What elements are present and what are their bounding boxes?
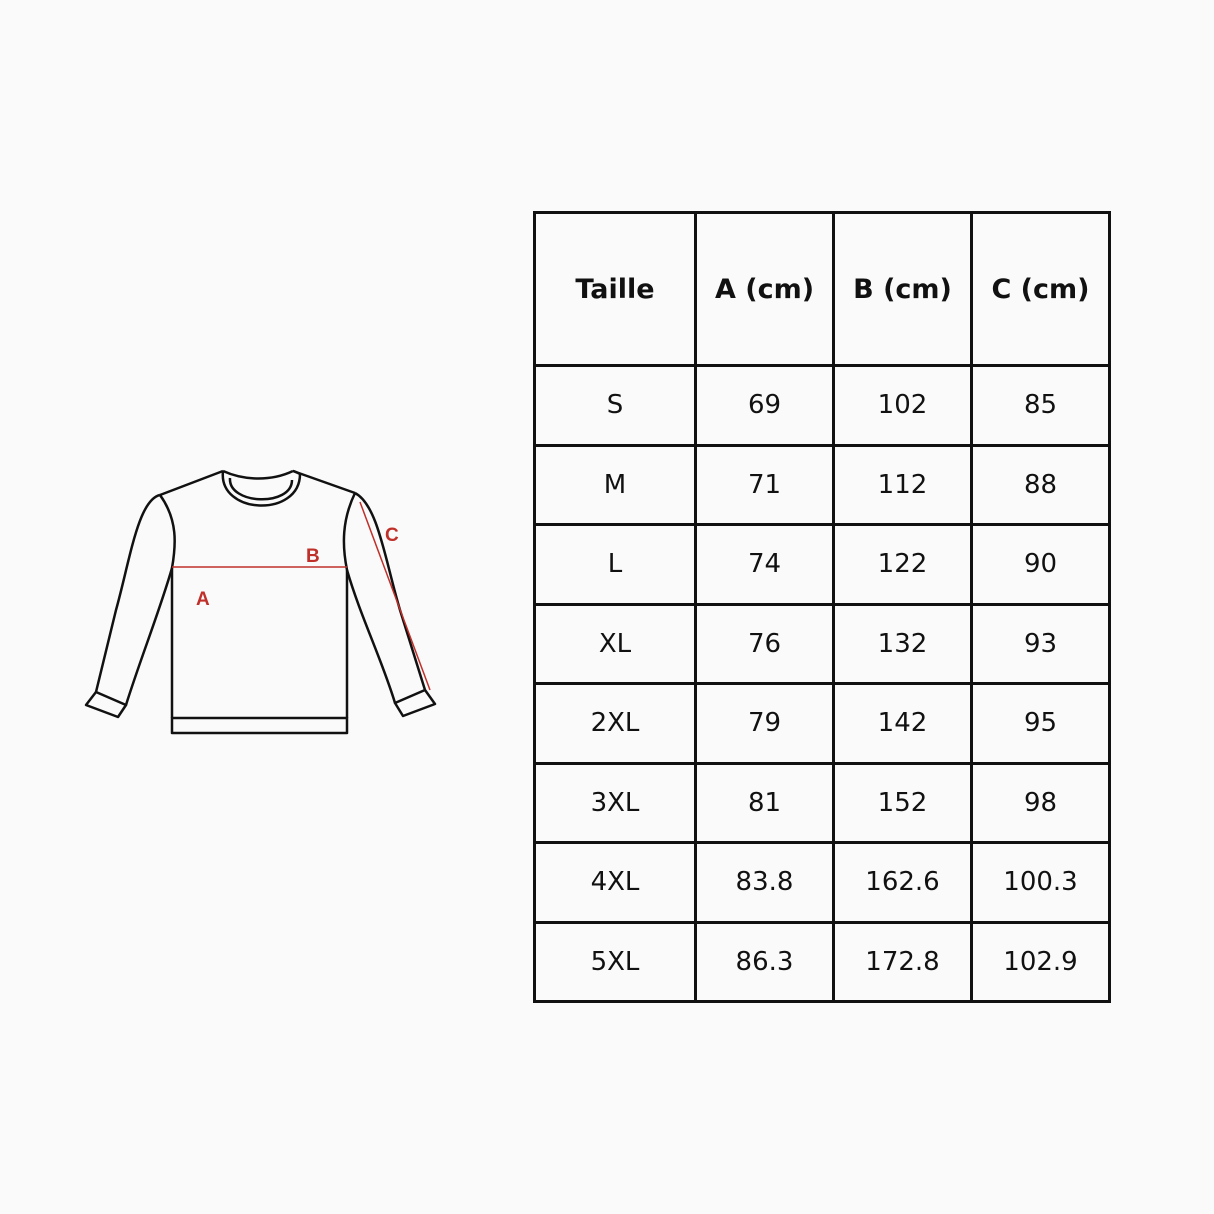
measure-cell: 122 [832,523,973,606]
sweater-diagram: A B C [84,469,437,735]
measure-cell: 132 [832,602,973,685]
measure-cell: 90 [970,523,1111,606]
table-row: S 69 102 85 [533,364,1111,447]
table-row: L 74 122 90 [533,523,1111,606]
measure-cell: 79 [694,682,835,765]
table-row: 5XL 86.3 172.8 102.9 [533,920,1111,1003]
measure-cell: 100.3 [970,841,1111,924]
size-cell: S [533,364,697,447]
measure-cell: 112 [832,443,973,526]
header-row: Taille A (cm) B (cm) C (cm) [533,211,1111,367]
measure-cell: 152 [832,761,973,844]
measure-cell: 98 [970,761,1111,844]
size-table: Taille A (cm) B (cm) C (cm) S 69 102 85 M 71 112 8… [533,211,1111,1003]
sweater-outline [84,469,437,735]
size-cell: M [533,443,697,526]
measure-cell: 102.9 [970,920,1111,1003]
measure-cell: 83.8 [694,841,835,924]
measure-cell: 86.3 [694,920,835,1003]
measure-cell: 93 [970,602,1111,685]
measure-cell: 142 [832,682,973,765]
measure-cell: 95 [970,682,1111,765]
size-cell: 3XL [533,761,697,844]
size-cell: XL [533,602,697,685]
table-body: S 69 102 85 M 71 112 88 L 74 122 90 XL 76 132 93 2XL 79 14… [533,364,1111,1003]
size-cell: 5XL [533,920,697,1003]
measure-cell: 88 [970,443,1111,526]
measure-lines [172,501,431,691]
label-c: C [385,525,399,546]
measure-cell: 69 [694,364,835,447]
header-cell: C (cm) [970,211,1111,367]
size-cell: 4XL [533,841,697,924]
header-cell: B (cm) [832,211,973,367]
measure-cell: 172.8 [832,920,973,1003]
table-row: 4XL 83.8 162.6 100.3 [533,841,1111,924]
table-row: 2XL 79 142 95 [533,682,1111,765]
measure-cell: 102 [832,364,973,447]
measure-line-c [359,501,431,691]
table-row: M 71 112 88 [533,443,1111,526]
table-row: 3XL 81 152 98 [533,761,1111,844]
measure-cell: 74 [694,523,835,606]
header-cell: A (cm) [694,211,835,367]
label-a: A [196,589,210,610]
measure-cell: 76 [694,602,835,685]
measure-cell: 71 [694,443,835,526]
label-b: B [306,546,320,567]
table-row: XL 76 132 93 [533,602,1111,685]
measure-cell: 81 [694,761,835,844]
size-cell: 2XL [533,682,697,765]
header-cell: Taille [533,211,697,367]
measure-cell: 85 [970,364,1111,447]
measure-cell: 162.6 [832,841,973,924]
size-cell: L [533,523,697,606]
